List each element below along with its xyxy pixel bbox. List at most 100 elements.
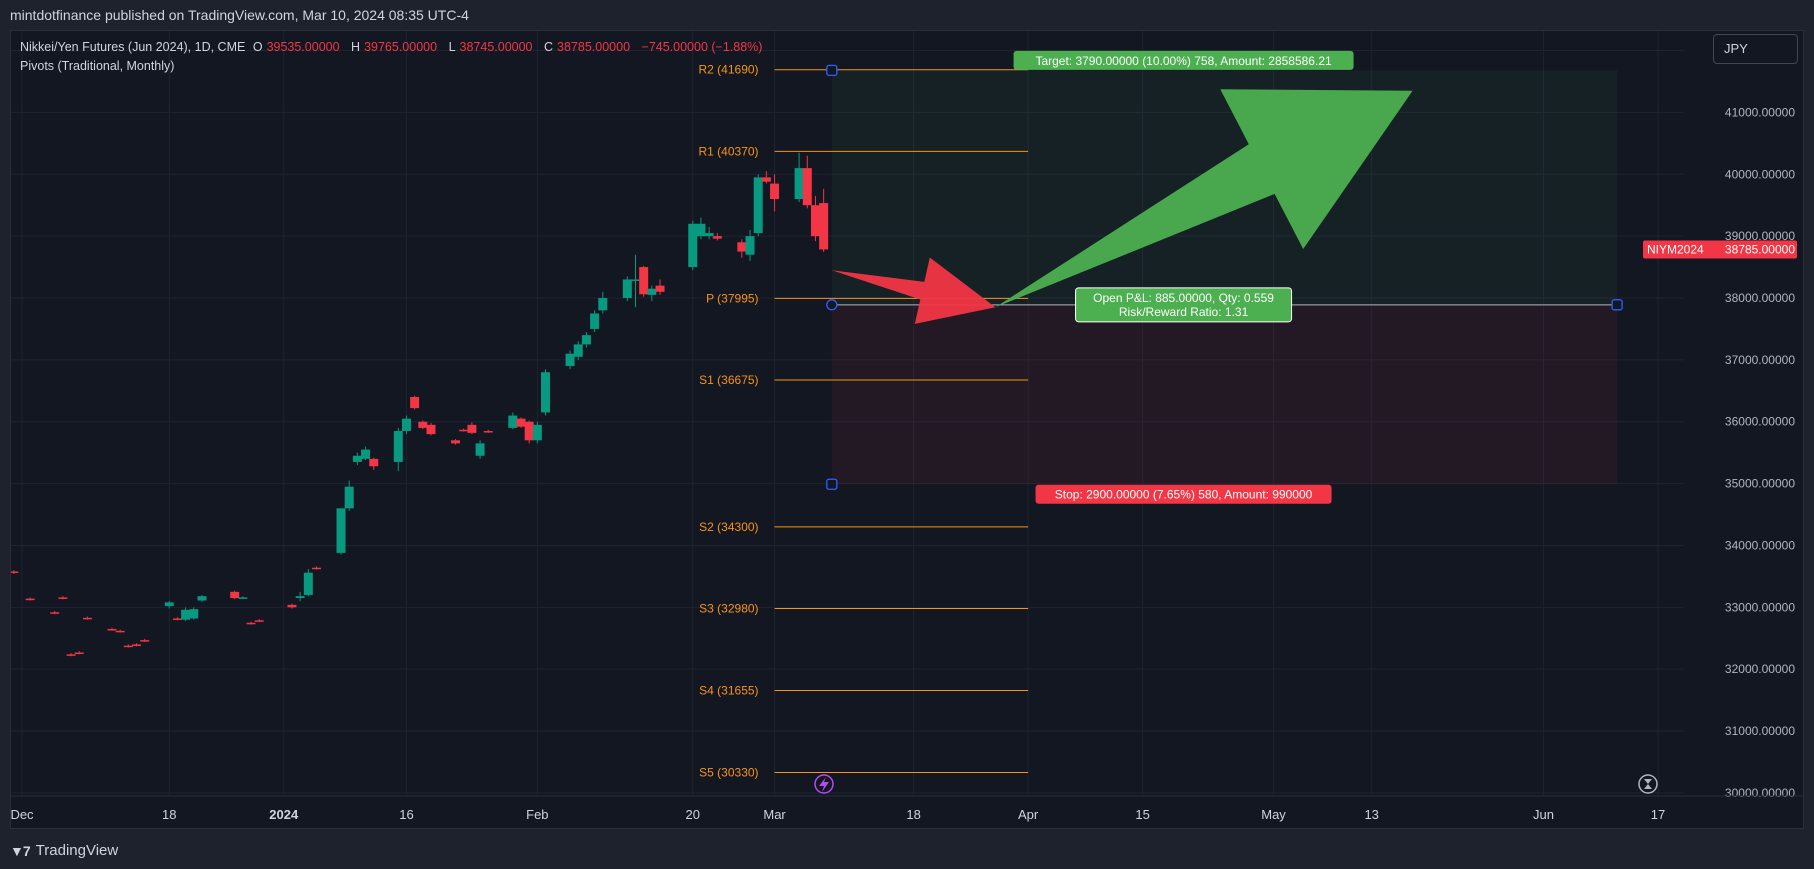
- candle-body: [598, 298, 608, 311]
- replay-icon: [1638, 774, 1658, 794]
- candle-body: [82, 617, 92, 620]
- candle-body: [74, 652, 84, 654]
- candle-body: [639, 267, 649, 295]
- x-tick-label: 2024: [269, 807, 299, 822]
- lightning-icon: [814, 774, 834, 794]
- y-tick-label: 40000.00000: [1725, 167, 1795, 181]
- pnl-label-text: Open P&L: 885.00000, Qty: 0.559: [1093, 291, 1274, 305]
- candle-body: [164, 602, 174, 607]
- candle-body: [66, 654, 76, 656]
- y-tick-label: 32000.00000: [1725, 662, 1795, 676]
- pivot-label: S3 (32980): [699, 602, 758, 616]
- position-labels: Target: 3790.00000 (10.00%) 758, Amount:…: [826, 50, 1623, 504]
- candle-body: [426, 424, 436, 435]
- candle-body: [590, 313, 600, 329]
- legend-low-value: 38745.00000: [459, 40, 533, 54]
- y-tick-label: 39000.00000: [1725, 229, 1795, 243]
- x-tick-label: 16: [399, 807, 413, 822]
- legend-symbol: Nikkei/Yen Futures (Jun 2024), 1D, CME: [20, 40, 246, 54]
- candle-body: [819, 203, 829, 250]
- legend-symbol-row: Nikkei/Yen Futures (Jun 2024), 1D, CME O…: [20, 38, 766, 57]
- candle-body: [541, 372, 551, 413]
- candle-body: [516, 418, 526, 427]
- stop-label-text: Stop: 2900.00000 (7.65%) 580, Amount: 99…: [1055, 488, 1313, 502]
- entry-handle: [826, 299, 838, 311]
- y-tick-label: 34000.00000: [1725, 538, 1795, 552]
- candle-body: [181, 609, 191, 620]
- y-tick-label: 31000.00000: [1725, 724, 1795, 738]
- candle-body: [361, 449, 371, 459]
- pnl-label-text: Risk/Reward Ratio: 1.31: [1119, 305, 1249, 319]
- x-tick-label: 20: [686, 807, 700, 822]
- x-tick-label: 17: [1651, 807, 1665, 822]
- x-tick-label: 18: [162, 807, 176, 822]
- target-label-text: Target: 3790.00000 (10.00%) 758, Amount:…: [1035, 54, 1332, 68]
- candle-body: [802, 168, 812, 206]
- candle-body: [745, 236, 755, 255]
- candle-body: [107, 628, 117, 631]
- candle-body: [115, 630, 125, 633]
- pivot-label: S5 (30330): [699, 765, 758, 779]
- stop-label-box: [1035, 484, 1332, 504]
- x-tick-label: 15: [1135, 807, 1149, 822]
- candle-body: [581, 335, 591, 345]
- x-tick-label: May: [1261, 807, 1286, 822]
- footer-bar: ▼7 TradingView: [0, 830, 1814, 869]
- y-tick-label: 41000.00000: [1725, 105, 1795, 119]
- x-tick-label: Dec: [10, 807, 34, 822]
- chart-frame[interactable]: [10, 30, 1804, 829]
- candle-body: [761, 177, 771, 182]
- candle-body: [25, 598, 35, 601]
- y-tick-label: 36000.00000: [1725, 415, 1795, 429]
- candle-body: [393, 431, 403, 462]
- candle-body: [459, 429, 469, 432]
- tradingview-brand[interactable]: ▼7 TradingView: [10, 842, 118, 859]
- candle-body: [467, 424, 477, 433]
- position-handle: [826, 478, 838, 490]
- x-tick-label: Apr: [1018, 807, 1039, 822]
- candle-body: [704, 233, 714, 237]
- candle-body: [238, 597, 248, 599]
- candle-body: [336, 508, 346, 553]
- last-price-tag: [1643, 240, 1797, 259]
- pivot-label: S2 (34300): [699, 520, 758, 534]
- symbol-tag-label: NIYM2024: [1647, 242, 1704, 256]
- candle-body: [688, 223, 698, 268]
- red-arrow: [831, 257, 996, 324]
- candle-body: [622, 279, 632, 299]
- legend-close-value: 38785.00000: [557, 40, 631, 54]
- candle-body: [189, 609, 199, 619]
- y-tick-label: 30000.00000: [1725, 786, 1795, 800]
- candle-body: [524, 421, 534, 441]
- candle-body: [532, 424, 542, 441]
- pivot-label: S4 (31655): [699, 684, 758, 698]
- y-tick-label: 33000.00000: [1725, 600, 1795, 614]
- legend-high-value: 39765.00000: [364, 40, 438, 54]
- publisher-bar: mintdotfinance published on TradingView.…: [0, 0, 1814, 30]
- target-label-box: [1013, 50, 1354, 70]
- last-price-label: 38785.00000: [1725, 242, 1795, 256]
- pivot-label: R2 (41690): [699, 63, 759, 77]
- candle-body: [810, 205, 820, 237]
- annotation-arrows: [831, 89, 1413, 324]
- publisher-text: mintdotfinance published on TradingView.…: [10, 7, 469, 23]
- candle-body: [631, 279, 640, 281]
- candle-body: [475, 443, 485, 456]
- legend-indicator[interactable]: Pivots (Traditional, Monthly): [20, 59, 175, 73]
- pivot-label: P (37995): [706, 291, 758, 305]
- y-tick-label: 37000.00000: [1725, 353, 1795, 367]
- end-handle: [1611, 299, 1623, 311]
- currency-button[interactable]: JPY: [1713, 34, 1798, 64]
- stop-zone: [831, 304, 1618, 485]
- candle-body: [58, 597, 68, 599]
- candle-body: [655, 285, 665, 292]
- legend-high: H 39765.00000: [351, 40, 441, 54]
- candle-body: [311, 567, 321, 570]
- candle-body: [770, 183, 780, 200]
- candle-body: [369, 458, 379, 467]
- candle-body: [565, 353, 575, 367]
- chart-extras: [814, 774, 1658, 794]
- pivot-label: R1 (40370): [699, 144, 759, 158]
- candle-body: [172, 618, 182, 620]
